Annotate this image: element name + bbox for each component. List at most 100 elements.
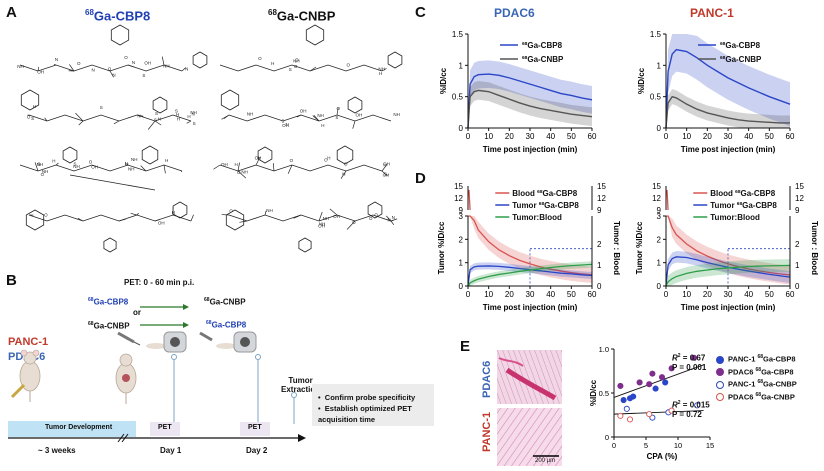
y-axis-label: %ID/cc bbox=[589, 379, 598, 406]
series-band bbox=[666, 89, 790, 128]
x-tick-label: 20 bbox=[505, 132, 514, 141]
side-chain-bond bbox=[55, 162, 59, 166]
or-text: or bbox=[133, 308, 141, 317]
atom-label: O bbox=[369, 216, 373, 221]
legend-prefix: PDAC6 bbox=[728, 367, 756, 376]
atom-label: NH bbox=[393, 112, 400, 117]
x-tick-label: 30 bbox=[526, 132, 535, 141]
legend-name: Tumor:Blood bbox=[710, 213, 760, 222]
ring bbox=[387, 51, 403, 69]
atom-label: H bbox=[52, 159, 55, 164]
atom-label: NH bbox=[293, 58, 300, 63]
series-line-break bbox=[666, 189, 669, 211]
side-chain-bond bbox=[390, 220, 394, 222]
atom-label: H bbox=[165, 158, 168, 163]
side-chain-bond bbox=[161, 56, 165, 66]
legend-prefix: Blood bbox=[710, 189, 735, 198]
ring bbox=[141, 145, 159, 165]
x-tick-label: 0 bbox=[664, 132, 669, 141]
atom-label: O bbox=[89, 160, 93, 165]
peptide-backbone bbox=[28, 214, 192, 222]
day2-bottom-isotope: 68 bbox=[206, 320, 212, 326]
y2-tick-label: 0 bbox=[795, 282, 800, 291]
day2-top-name: Ga-CNBP bbox=[209, 297, 246, 307]
legend-entry: 68Ga-CNBP bbox=[522, 55, 564, 64]
day1-probe-cnbp: 68Ga-CNBP bbox=[88, 321, 130, 331]
legend-prefix: PANC-1 bbox=[728, 354, 758, 364]
peptide-backbone bbox=[228, 214, 392, 222]
atom-label: S bbox=[335, 115, 338, 120]
atom-label: S bbox=[31, 116, 34, 121]
cbp8-chemical-structure: NSNHNHSNNNNHSNOHOOHHHOSOHHNHHSHNNHNHOOHN… bbox=[17, 24, 208, 253]
y-tick-label: 0 bbox=[657, 282, 662, 291]
side-chain-bond bbox=[181, 170, 183, 173]
r2-value: = 0.015 bbox=[682, 400, 710, 410]
side-chain-bond bbox=[237, 170, 247, 179]
series-line bbox=[467, 265, 593, 287]
panel-label-a: A bbox=[6, 4, 17, 21]
day1-alt-name: Ga-CNBP bbox=[93, 321, 130, 331]
legend-entry: 68Ga-CBP8 bbox=[720, 41, 761, 50]
x-tick-label: 50 bbox=[765, 132, 774, 141]
notes-list: • Confirm probe specificity • Establish … bbox=[318, 392, 434, 425]
series-line bbox=[665, 264, 791, 287]
data-point bbox=[623, 405, 630, 412]
side-chain-bond bbox=[386, 215, 392, 222]
legend-prefix: PDAC6 bbox=[728, 392, 756, 401]
fit-line bbox=[613, 364, 704, 398]
series-band bbox=[468, 81, 592, 128]
atom-label: S bbox=[175, 109, 178, 114]
day2-top-isotope: 68 bbox=[204, 297, 210, 303]
cell-line-panc1: PANC-1 bbox=[8, 336, 49, 348]
cnbp-chemical-structure: OHOSOSHSHOHNHOOHOOHHNHOHNHHNHONHNHOHNOHS… bbox=[213, 24, 403, 253]
cnbp-title-text: Ga-CNBP bbox=[276, 8, 336, 24]
y-tick-label: 1.5 bbox=[650, 30, 662, 39]
legend-isotope: 68 bbox=[539, 201, 545, 207]
atom-label: NH bbox=[190, 110, 197, 115]
side-chain-bond bbox=[340, 170, 347, 179]
x-tick-label: 50 bbox=[765, 290, 774, 299]
x-axis-label: Time post injection (min) bbox=[483, 145, 578, 154]
series-line-break bbox=[468, 189, 471, 211]
x-axis-label: Time post injection (min) bbox=[681, 303, 776, 312]
legend-isotope: 68 bbox=[757, 354, 764, 360]
legend-isotope: 68 bbox=[757, 379, 764, 385]
y-tick-label: 0.5 bbox=[650, 93, 662, 102]
atom-label: N bbox=[55, 57, 58, 62]
atom-label: N bbox=[132, 60, 135, 65]
atom-label: O bbox=[344, 161, 348, 166]
legend-name: Ga-CNBP bbox=[761, 392, 795, 401]
day1-marker bbox=[171, 354, 177, 360]
cbp8-title-text: Ga-CBP8 bbox=[93, 8, 151, 24]
atom-label: NH bbox=[17, 64, 24, 69]
atom-label: OH bbox=[91, 165, 98, 170]
y2-tick-label: 9 bbox=[795, 206, 800, 215]
legend-name: Ga-CBP8 bbox=[543, 189, 578, 198]
y2-tick-label: 12 bbox=[795, 194, 804, 203]
atom-label: O bbox=[77, 61, 81, 66]
x-tick-label: 30 bbox=[526, 290, 535, 299]
atom-label: NH bbox=[241, 169, 248, 174]
atom-label: S bbox=[74, 161, 77, 166]
data-point bbox=[652, 385, 659, 392]
y-axis-label: %ID/cc bbox=[637, 67, 646, 94]
legend-isotope: 68 bbox=[522, 41, 528, 47]
x-tick-label: 10 bbox=[484, 290, 493, 299]
atom-label: OH bbox=[37, 70, 44, 75]
pet-scanner-icon bbox=[146, 331, 187, 353]
atom-label: O bbox=[258, 56, 262, 61]
y2-tick-label: 2 bbox=[795, 240, 800, 249]
pet-scanner-icon bbox=[216, 331, 257, 353]
axis-break-2 bbox=[121, 433, 129, 443]
series-line bbox=[666, 215, 791, 276]
atom-label: H bbox=[187, 114, 190, 119]
atom-label: H bbox=[327, 155, 330, 160]
ring bbox=[220, 89, 240, 111]
side-chain-bond bbox=[113, 120, 120, 125]
y-tick-label: 9 bbox=[657, 206, 662, 215]
side-chain-bond bbox=[313, 114, 320, 122]
side-chain-bond bbox=[390, 220, 395, 226]
extraction-marker bbox=[291, 392, 297, 398]
syringe-icon bbox=[199, 331, 213, 342]
p-value: P = 0.72 bbox=[672, 409, 702, 419]
